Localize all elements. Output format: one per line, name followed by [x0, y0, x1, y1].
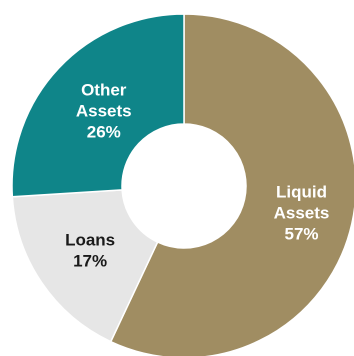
slice-name-line: Assets — [76, 102, 132, 121]
slice-name-line: Other — [81, 81, 127, 100]
slice-label-loans: Loans 17% — [65, 230, 115, 270]
slice-name-line: Assets — [274, 203, 330, 222]
slice-other-assets — [11, 13, 185, 198]
donut-slices — [11, 13, 354, 356]
slice-label-other-assets: Other Assets 26% — [76, 81, 132, 142]
slice-name-line: Loans — [65, 230, 115, 249]
slice-label-liquid-assets: Liquid Assets 57% — [274, 182, 330, 243]
slice-percent: 17% — [73, 251, 107, 270]
slice-loans — [11, 189, 159, 343]
slice-name-line: Liquid — [276, 182, 327, 201]
slice-percent: 57% — [284, 224, 318, 243]
slice-percent: 26% — [87, 123, 121, 142]
donut-labels: Liquid Assets 57% Loans 17% Other Assets 26% — [65, 81, 329, 271]
